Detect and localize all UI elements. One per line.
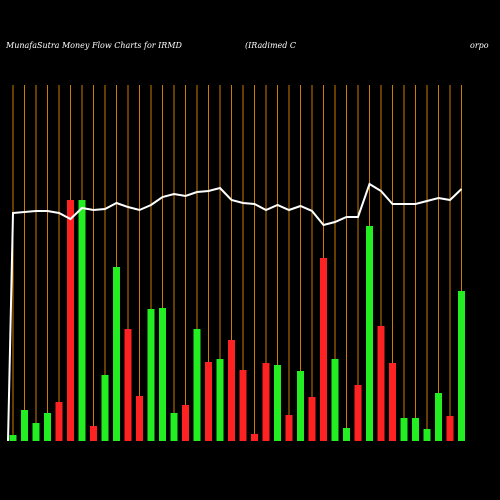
bar (136, 396, 143, 441)
bar (9, 435, 17, 441)
bar (308, 397, 316, 441)
bar (320, 258, 327, 441)
bar (354, 385, 362, 441)
bar (205, 362, 212, 441)
bar (90, 426, 97, 441)
bar (251, 434, 258, 441)
bar (101, 375, 109, 441)
bar (147, 309, 155, 441)
bar (216, 359, 224, 441)
bar (182, 405, 189, 441)
bar (262, 363, 270, 441)
bar (458, 291, 465, 441)
price-line (7, 182, 463, 442)
bar (193, 329, 201, 441)
bar (170, 413, 178, 441)
bar (389, 363, 396, 441)
bar (32, 423, 40, 441)
bar (377, 326, 385, 441)
bar (55, 402, 63, 441)
chart-subtitle-tail: orpo (470, 41, 489, 50)
bar (435, 393, 442, 441)
bar (228, 340, 235, 441)
bar (113, 267, 120, 441)
bar (331, 359, 339, 441)
bar (423, 429, 431, 441)
bar (67, 200, 74, 441)
bar (446, 416, 454, 441)
bar (366, 226, 373, 441)
chart-title: MunafaSutra Money Flow Charts for IRMD (5, 41, 183, 50)
bar (285, 415, 293, 441)
bar (400, 418, 408, 441)
bar (44, 413, 51, 441)
bar (274, 365, 281, 441)
bar (124, 329, 132, 441)
bar (297, 371, 304, 441)
chart-subtitle: (IRadimed C (245, 41, 296, 50)
bar (343, 428, 350, 441)
bar (159, 308, 166, 441)
bar (239, 370, 247, 441)
bar (21, 410, 28, 441)
bar (412, 418, 419, 441)
bar (78, 200, 86, 441)
